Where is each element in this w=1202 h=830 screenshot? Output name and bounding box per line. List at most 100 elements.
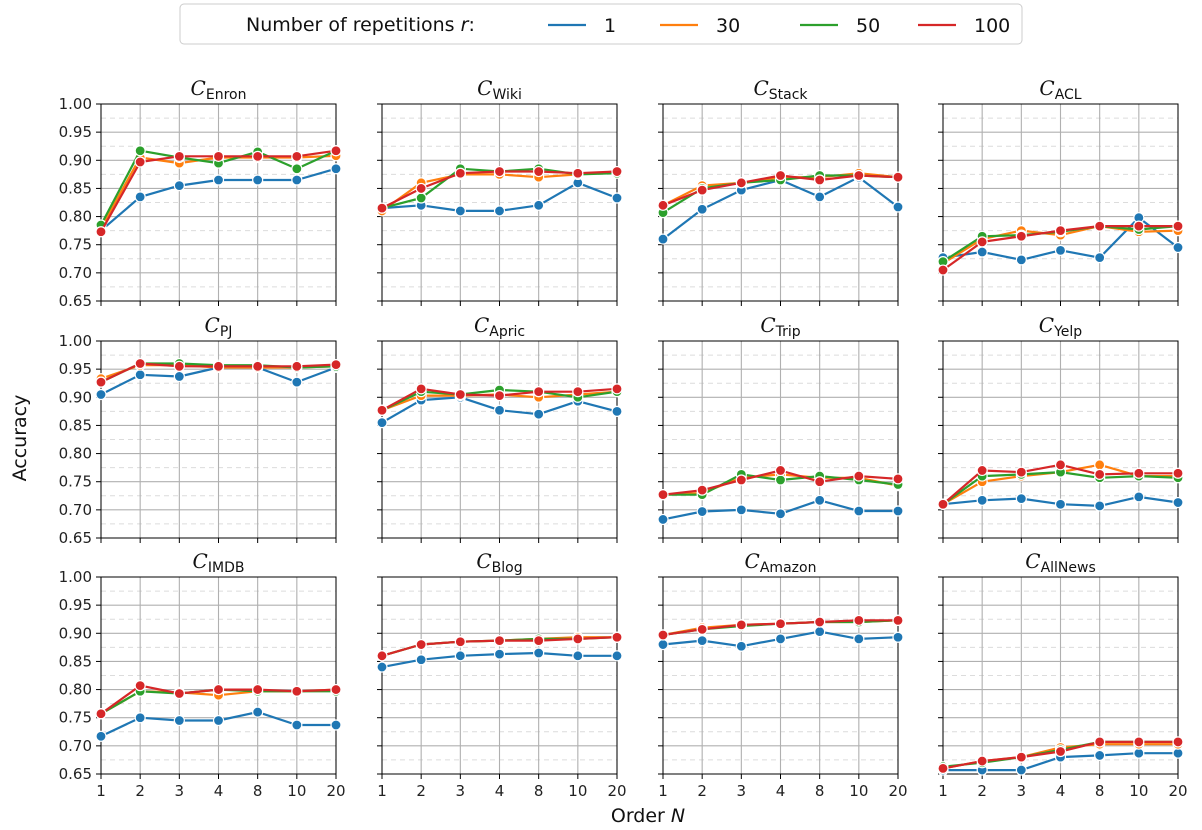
data-point	[376, 650, 388, 662]
panel-title-main: C	[1039, 76, 1054, 100]
data-point	[454, 167, 466, 179]
panel-blog: 1 2 3 4 8 10 20 CBlog	[376, 549, 627, 800]
legend-entry-30: 30	[660, 15, 740, 37]
data-point	[95, 388, 107, 401]
panel-title-sub: Blog	[492, 560, 523, 576]
data-point	[976, 464, 988, 477]
data-point	[291, 150, 303, 162]
data-point	[173, 714, 185, 727]
panel-title-main: C	[474, 313, 489, 337]
data-point	[937, 498, 949, 510]
data-point	[134, 145, 146, 157]
x-tick-label: 4	[214, 782, 224, 800]
y-tick-label: 0.75	[59, 473, 92, 491]
data-point	[134, 357, 146, 370]
data-point	[533, 165, 545, 178]
x-axis-label-prefix: Order	[611, 805, 671, 827]
x-tick-label: 10	[568, 782, 587, 800]
data-point	[1015, 230, 1027, 242]
panel-allnews: 1 2 3 4 8 10 20 CAllNews	[937, 549, 1188, 800]
data-point	[95, 376, 107, 388]
data-point	[814, 476, 826, 488]
y-tick-label: 1.00	[59, 568, 92, 586]
data-point	[611, 405, 623, 417]
x-tick-label: 2	[697, 782, 707, 800]
data-point	[735, 619, 747, 631]
data-point	[493, 404, 506, 416]
data-point	[611, 192, 623, 204]
panel-title: CYelp	[1039, 313, 1083, 340]
panel-yelp: CYelp	[937, 313, 1184, 543]
x-tick-label: 3	[737, 782, 747, 800]
data-point	[611, 631, 623, 643]
data-point	[330, 145, 342, 157]
x-tick-label: 1	[96, 782, 106, 800]
data-point	[252, 706, 264, 718]
panel-title-main: C	[191, 76, 206, 100]
data-point	[1054, 459, 1067, 471]
data-point	[330, 359, 342, 371]
legend-title-suffix: :	[468, 14, 474, 36]
series-100	[657, 614, 904, 641]
data-point	[892, 614, 904, 626]
x-tick-label: 20	[326, 782, 345, 800]
data-point	[1054, 745, 1067, 758]
data-point	[1172, 220, 1184, 232]
panel-title: CACL	[1039, 76, 1081, 103]
panel-acl: CACL	[937, 76, 1184, 306]
data-point	[1015, 466, 1027, 478]
y-tick-label: 0.80	[59, 208, 92, 226]
legend-label-1: 1	[604, 15, 616, 37]
data-point	[533, 199, 545, 211]
data-point	[134, 680, 146, 692]
data-point	[696, 505, 708, 518]
series-1	[937, 491, 1184, 512]
panel-title-main: C	[753, 76, 768, 100]
data-point	[493, 635, 506, 647]
data-point	[814, 174, 826, 186]
panel-amazon: 1 2 3 4 8 10 20 CAmazon	[657, 549, 908, 800]
data-point	[735, 177, 747, 189]
data-point	[493, 648, 506, 660]
panel-title: CStack	[753, 76, 808, 103]
data-point	[814, 625, 826, 638]
data-point	[212, 360, 225, 372]
data-point	[173, 180, 185, 192]
data-point	[533, 386, 545, 398]
series-1	[376, 647, 623, 673]
panel-title-main: C	[1039, 313, 1054, 337]
series-100	[376, 165, 623, 214]
data-point	[376, 661, 388, 673]
y-tick-label: 1.00	[59, 332, 92, 350]
data-point	[657, 629, 669, 641]
panel-title: CTrip	[760, 313, 800, 340]
data-point	[330, 719, 342, 731]
data-point	[1094, 252, 1106, 264]
data-point	[493, 205, 506, 217]
data-point	[134, 156, 146, 168]
panel-title-sub: Amazon	[760, 560, 817, 576]
data-point	[212, 714, 225, 727]
data-point	[454, 388, 466, 401]
y-tick-label: 0.65	[59, 765, 92, 783]
data-point	[814, 616, 826, 628]
panel-title: CPJ	[205, 313, 233, 340]
data-point	[1133, 491, 1145, 503]
data-point	[976, 236, 988, 248]
data-point	[493, 165, 506, 178]
data-point	[937, 762, 949, 774]
x-tick-label: 1	[377, 782, 387, 800]
data-point	[291, 719, 303, 731]
data-point	[937, 264, 949, 276]
panel-title-main: C	[205, 313, 220, 337]
panel-trip: CTrip	[657, 313, 904, 543]
data-point	[735, 474, 747, 486]
data-point	[611, 650, 623, 662]
data-point	[330, 163, 342, 175]
series-100	[937, 220, 1184, 276]
data-point	[95, 730, 107, 742]
legend-label-50: 50	[856, 15, 880, 37]
y-tick-label: 0.70	[59, 501, 92, 519]
data-point	[892, 201, 904, 213]
